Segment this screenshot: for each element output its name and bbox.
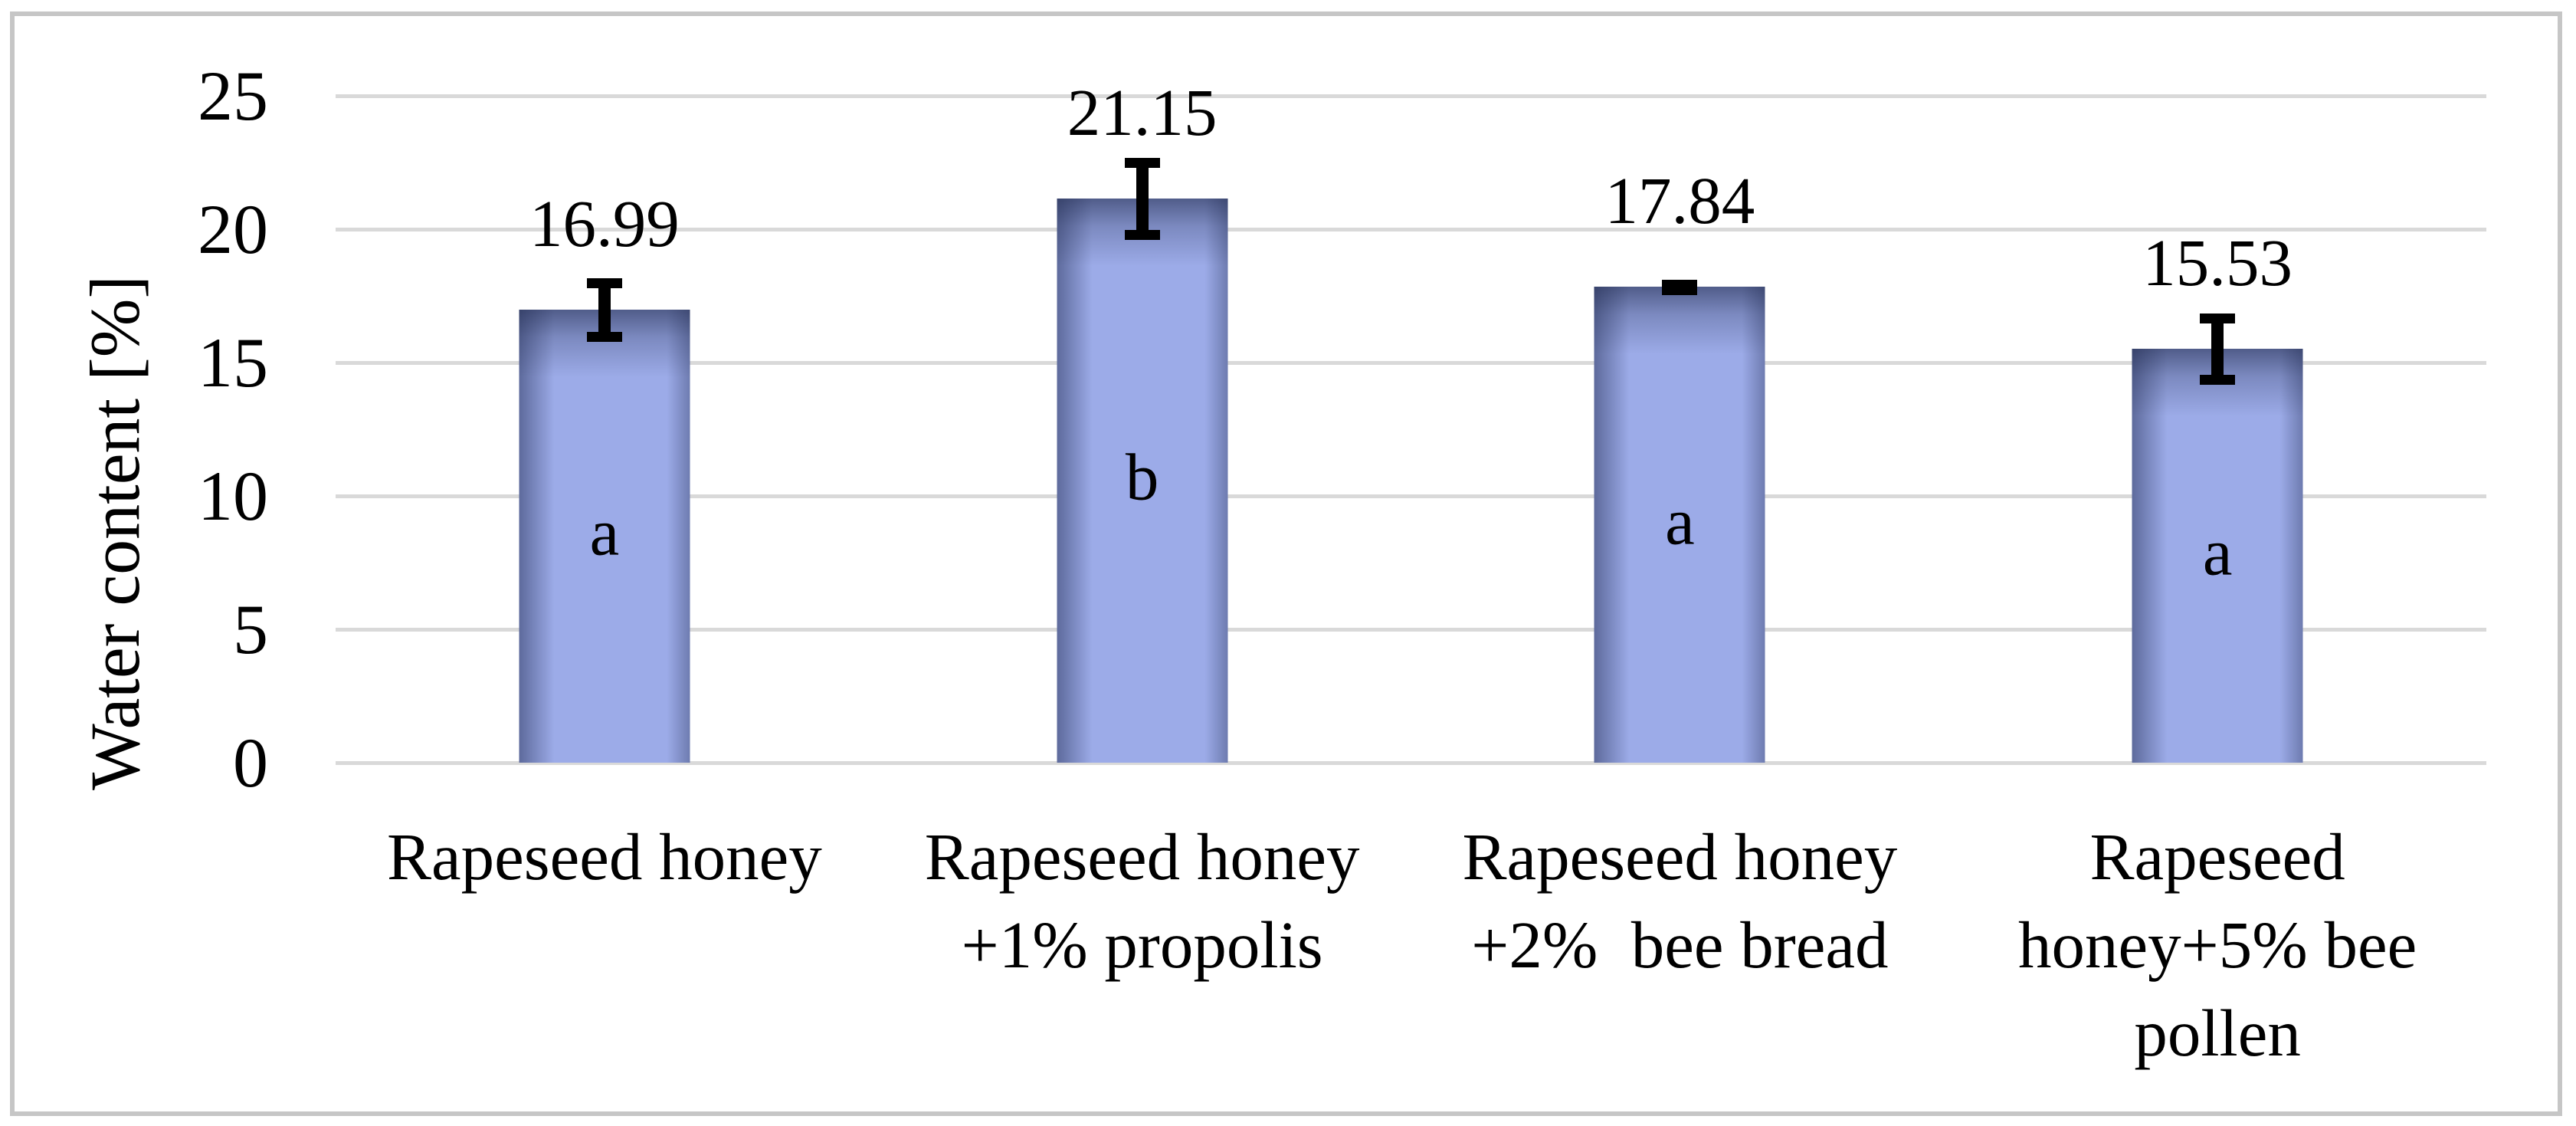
- value-label: 16.99: [529, 185, 680, 261]
- bar-bee-bread: a: [1594, 287, 1765, 763]
- error-bar-stem: [598, 282, 611, 337]
- bar-group-rapeseed-honey: 16.99 a: [336, 96, 873, 763]
- error-bar-stem: [1136, 162, 1149, 235]
- bar-rapeseed-honey: a: [519, 309, 690, 763]
- gridline: [336, 360, 2486, 365]
- bar-group-propolis: 21.15 b: [873, 75, 1411, 763]
- y-tick-label: 5: [233, 590, 268, 668]
- gridline: [336, 627, 2486, 632]
- significance-letter: a: [1665, 484, 1695, 559]
- error-bar: [1662, 279, 1698, 295]
- error-bar: [2200, 313, 2236, 385]
- error-bar-bottom-cap: [1124, 229, 1160, 240]
- bar-group-bee-bread: 17.84 a: [1411, 96, 1949, 763]
- error-bar: [586, 277, 622, 342]
- x-category-label: Rapeseed honey+5% bee pollen: [2018, 819, 2417, 1070]
- significance-letter: b: [1125, 439, 1159, 514]
- error-bar-bottom-cap: [586, 331, 622, 342]
- y-tick-label: 15: [198, 323, 268, 402]
- plot-area: 16.99 a 21.15 b 17.84 a 15.53: [336, 75, 2486, 765]
- y-tick-label: 20: [198, 190, 268, 268]
- significance-letter: a: [2202, 514, 2233, 589]
- y-tick-label: 25: [198, 57, 268, 135]
- error-bar-bottom-cap: [1662, 284, 1698, 295]
- y-tick-label: 0: [233, 724, 268, 802]
- bar-bee-pollen: a: [2132, 348, 2303, 763]
- value-label: 15.53: [2142, 225, 2293, 300]
- bar-propolis: b: [1057, 198, 1228, 763]
- value-label: 21.15: [1067, 74, 1218, 149]
- y-tick-label: 10: [198, 457, 268, 535]
- value-label: 17.84: [1604, 163, 1755, 238]
- gridline: [336, 760, 2486, 765]
- error-bar-stem: [2211, 317, 2224, 380]
- error-bar-bottom-cap: [2200, 374, 2236, 385]
- x-category-label: Rapeseed honey +1% propolis: [924, 819, 1360, 982]
- significance-letter: a: [589, 494, 620, 570]
- x-category-label: Rapeseed honey: [387, 819, 822, 894]
- bar-group-bee-pollen: 15.53 a: [1948, 96, 2486, 763]
- gridline: [336, 494, 2486, 498]
- gridline: [336, 94, 2486, 98]
- error-bar: [1124, 158, 1160, 240]
- gridline: [336, 227, 2486, 231]
- x-category-label: Rapeseed honey +2% bee bread: [1462, 819, 1898, 982]
